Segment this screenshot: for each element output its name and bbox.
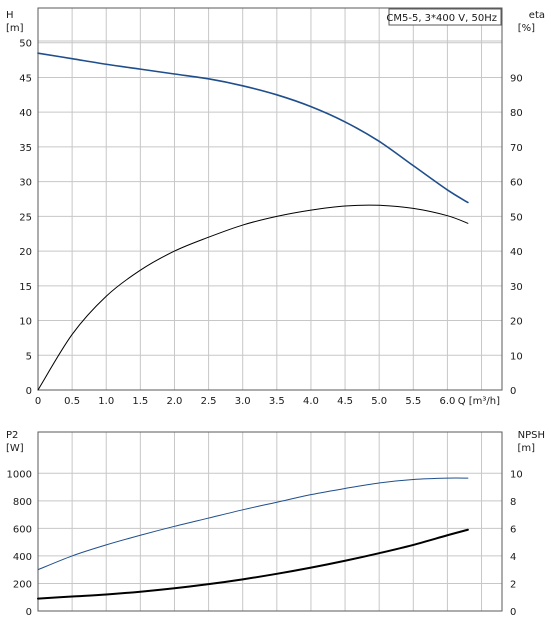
y-right-axis-label: NPSH bbox=[518, 430, 545, 441]
x-tick-label: 5.0 bbox=[371, 396, 387, 407]
x-tick-label: 3.5 bbox=[269, 396, 285, 407]
y-left-tick-label: 5 bbox=[26, 351, 32, 362]
y-right-tick-label: 10 bbox=[510, 469, 523, 480]
y-left-tick-label: 600 bbox=[13, 524, 32, 535]
y-left-tick-label: 30 bbox=[19, 178, 32, 189]
x-tick-label: 5.5 bbox=[405, 396, 421, 407]
y-left-axis-unit: [m] bbox=[6, 23, 24, 34]
chart-panel-2 bbox=[37, 431, 503, 612]
y-right-tick-label: 60 bbox=[510, 178, 523, 189]
series-line-1-2 bbox=[37, 204, 469, 391]
y-right-tick-label: 30 bbox=[510, 282, 523, 293]
x-tick-label: 4.5 bbox=[337, 396, 353, 407]
x-tick-label: 1.5 bbox=[132, 396, 148, 407]
y-left-axis-label: H bbox=[6, 10, 14, 21]
x-tick-label: 2.5 bbox=[201, 396, 217, 407]
y-left-tick-label: 20 bbox=[19, 247, 32, 258]
x-tick-label: 0.5 bbox=[64, 396, 80, 407]
x-tick-label: 4.0 bbox=[303, 396, 319, 407]
y-left-tick-label: 1000 bbox=[7, 469, 32, 480]
y-left-tick-label: 800 bbox=[13, 497, 32, 508]
series-line-2-1 bbox=[37, 477, 469, 571]
x-axis-label: Q [m³/h] bbox=[458, 396, 500, 407]
plot-frame bbox=[37, 7, 503, 391]
chart-annotation-box bbox=[388, 8, 502, 26]
y-left-tick-label: 0 bbox=[26, 386, 32, 397]
y-right-tick-label: 50 bbox=[510, 212, 523, 223]
y-right-tick-label: 0 bbox=[510, 607, 516, 618]
y-left-tick-label: 0 bbox=[26, 607, 32, 618]
y-right-tick-label: 2 bbox=[510, 579, 516, 590]
y-left-tick-label: 10 bbox=[19, 317, 32, 328]
series-line-1-1 bbox=[37, 52, 469, 204]
y-right-tick-label: 8 bbox=[510, 497, 516, 508]
x-tick-label: 1.0 bbox=[98, 396, 114, 407]
y-right-tick-label: 4 bbox=[510, 552, 516, 563]
y-left-tick-label: 200 bbox=[13, 579, 32, 590]
y-left-tick-label: 35 bbox=[19, 143, 32, 154]
y-right-tick-label: 90 bbox=[510, 73, 523, 84]
series-line-2-2 bbox=[37, 528, 469, 600]
x-tick-label: 3.0 bbox=[235, 396, 251, 407]
plot-frame bbox=[37, 431, 503, 612]
y-right-tick-label: 10 bbox=[510, 351, 523, 362]
y-right-axis-unit: [%] bbox=[518, 23, 535, 34]
y-left-tick-label: 400 bbox=[13, 552, 32, 563]
y-right-tick-label: 70 bbox=[510, 143, 523, 154]
y-left-tick-label: 45 bbox=[19, 73, 32, 84]
y-right-tick-label: 40 bbox=[510, 247, 523, 258]
y-left-tick-label: 50 bbox=[19, 39, 32, 50]
y-right-axis-label: eta bbox=[529, 10, 545, 21]
y-left-axis-label: P2 bbox=[6, 430, 18, 441]
x-tick-label: 2.0 bbox=[167, 396, 183, 407]
y-left-tick-label: 15 bbox=[19, 282, 32, 293]
chart-panel-1 bbox=[37, 7, 503, 391]
chart-annotation-text: CM5-5, 3*400 V, 50Hz bbox=[386, 13, 497, 24]
y-right-tick-label: 80 bbox=[510, 108, 523, 119]
x-tick-label: 6.0 bbox=[439, 396, 455, 407]
y-right-tick-label: 6 bbox=[510, 524, 516, 535]
y-left-tick-label: 25 bbox=[19, 212, 32, 223]
x-tick-label: 0 bbox=[35, 396, 41, 407]
y-right-tick-label: 0 bbox=[510, 386, 516, 397]
y-right-tick-label: 20 bbox=[510, 317, 523, 328]
y-left-tick-label: 40 bbox=[19, 108, 32, 119]
y-right-axis-unit: [m] bbox=[517, 443, 535, 454]
y-left-axis-unit: [W] bbox=[6, 443, 24, 454]
